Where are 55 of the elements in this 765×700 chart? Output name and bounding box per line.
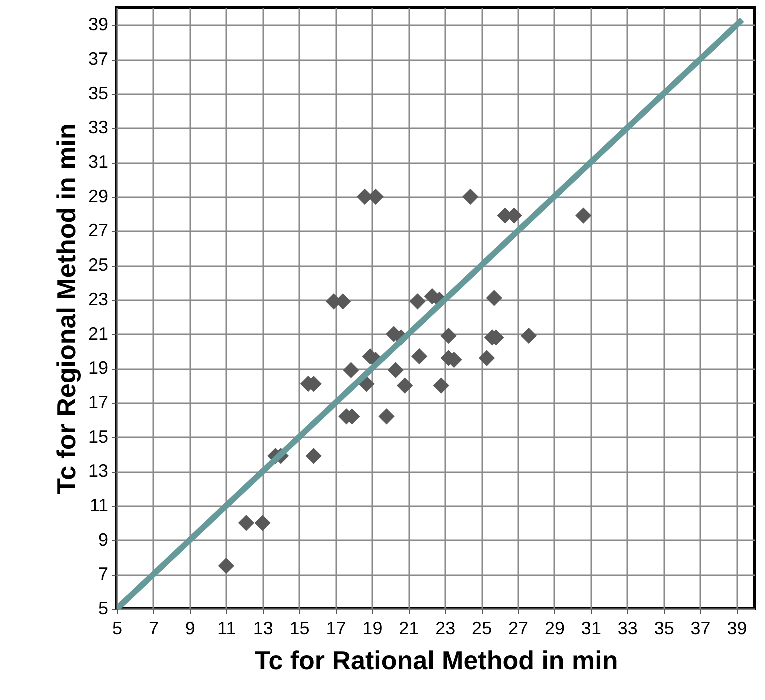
x-tick-label: 11 (218, 618, 236, 638)
point (254, 515, 271, 532)
y-tick-label: 25 (88, 255, 108, 276)
x-tick-label: 35 (654, 618, 674, 638)
y-tick-label: 23 (88, 289, 108, 310)
x-tick-label: 7 (148, 618, 159, 638)
x-tick-label: 29 (544, 618, 565, 638)
point (462, 188, 479, 205)
x-tick-label: 23 (436, 618, 456, 638)
y-tick-label: 15 (88, 426, 108, 447)
point (486, 290, 502, 306)
x-tick-label: 25 (472, 618, 492, 638)
point (343, 362, 360, 378)
y-tick-label: 7 (98, 564, 108, 584)
y-tick-label: 37 (88, 49, 108, 70)
point (396, 378, 414, 394)
y-tick-label: 21 (88, 324, 108, 344)
y-tick-label: 17 (88, 392, 108, 412)
x-tick-label: 15 (290, 618, 310, 638)
point (218, 558, 234, 574)
x-tick-label: 39 (727, 618, 748, 638)
y-tick-label: 19 (88, 358, 108, 378)
y-tick-label: 11 (90, 495, 108, 516)
y-tick-label: 9 (98, 530, 108, 550)
point (478, 350, 496, 366)
y-tick-label: 29 (88, 186, 108, 206)
point (306, 448, 322, 464)
point (378, 408, 395, 425)
y-tick-label: 27 (88, 220, 108, 241)
x-tick-label: 13 (253, 618, 274, 638)
x-axis-title: Tc for Rational Method in min (254, 646, 618, 676)
point (388, 362, 404, 378)
y-tick-label: 5 (98, 598, 108, 618)
point (433, 378, 450, 394)
point (412, 348, 428, 365)
y-tick-label: 33 (88, 118, 108, 138)
x-tick-label: 21 (399, 618, 420, 638)
point (410, 294, 426, 310)
point (576, 208, 592, 224)
x-tick-label: 27 (508, 618, 529, 638)
point (238, 515, 254, 532)
x-tick-label: 33 (618, 618, 638, 638)
y-tick-label: 35 (88, 83, 108, 104)
point (520, 328, 538, 344)
x-tick-label: 5 (112, 618, 123, 638)
y-tick-label: 31 (88, 152, 108, 172)
y-tick-label: 13 (88, 461, 108, 482)
x-tick-label: 19 (362, 618, 383, 638)
x-tick-label: 17 (326, 618, 346, 638)
y-axis-title: Tc for Regional Method in min (51, 124, 82, 494)
point (440, 328, 457, 344)
x-tick-label: 9 (185, 618, 196, 638)
x-tick-label: 31 (581, 618, 602, 638)
x-tick-label: 37 (690, 618, 711, 638)
y-tick-label: 39 (88, 14, 108, 35)
